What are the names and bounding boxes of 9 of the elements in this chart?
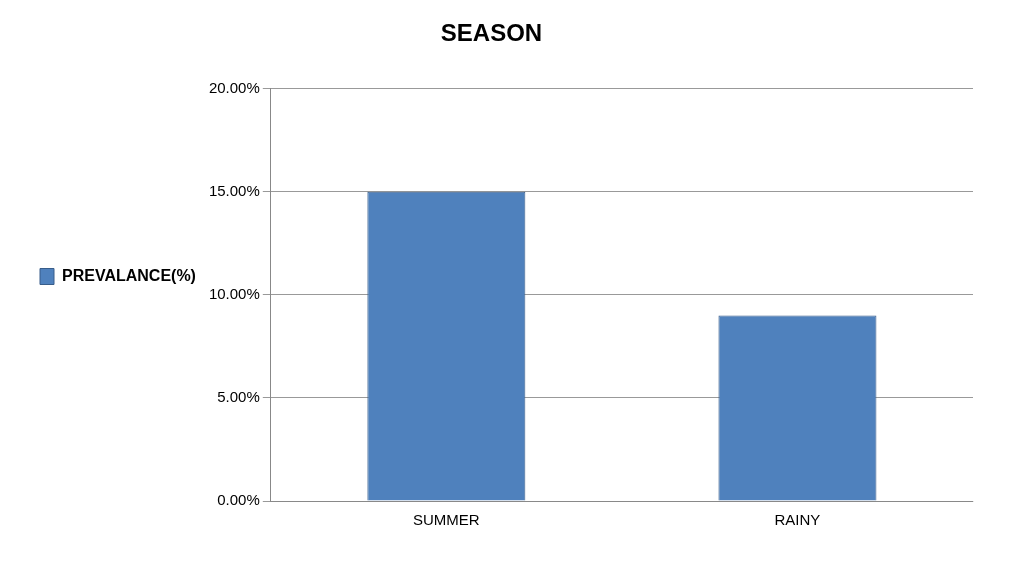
chart-title: SEASON <box>440 19 543 47</box>
legend-label: PREVALANCE(%) <box>62 266 196 284</box>
x-tick-label: RAINY <box>774 511 821 529</box>
x-tick-label: SUMMER <box>413 511 480 529</box>
y-tick-label: 20.00% <box>208 78 260 96</box>
y-tick-label: 0.00% <box>217 491 260 509</box>
y-tick-label: 5.00% <box>217 388 260 406</box>
y-tick-label: 10.00% <box>208 285 260 303</box>
y-tick-label: 15.00% <box>208 181 260 199</box>
